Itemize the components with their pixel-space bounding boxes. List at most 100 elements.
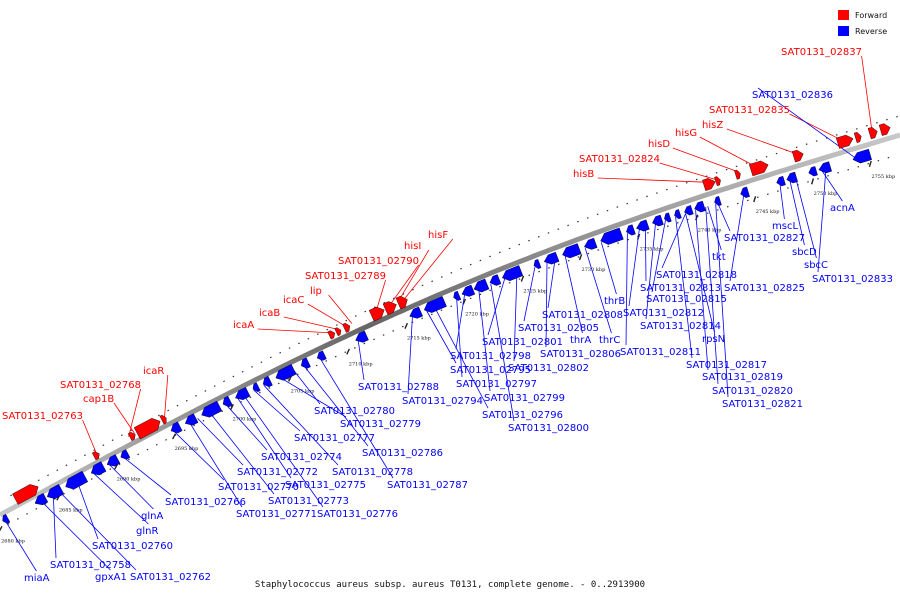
leader-line — [253, 389, 301, 432]
leader-line — [128, 388, 141, 437]
gene-label: SAT0131_02813 — [640, 283, 721, 294]
gene-label: gpxA1 — [95, 572, 127, 583]
axis-tick-mark — [346, 348, 350, 355]
dotted-guide-lines — [0, 115, 900, 530]
reverse-gene-arrow — [626, 224, 636, 236]
leader-line — [513, 273, 518, 362]
leader-line — [789, 113, 843, 141]
reverse-gene-arrow — [674, 209, 682, 220]
leader-line — [779, 183, 785, 220]
forward-gene-arrow — [127, 431, 136, 441]
leader-line — [243, 394, 324, 508]
axis-tick-label: 2715 kbp — [407, 336, 431, 342]
gene-label: thrB — [604, 296, 625, 307]
legend-forward-swatch — [838, 10, 849, 20]
gene-label: SAT0131_02763 — [2, 411, 83, 422]
gene-label: SAT0131_02787 — [387, 480, 468, 491]
leader-line — [388, 264, 419, 307]
gene-label: SAT0131_02818 — [656, 270, 737, 281]
leader-line — [726, 128, 798, 155]
leader-line — [564, 255, 583, 334]
reverse-gene-arrow — [2, 513, 11, 524]
reverse-gene-arrow — [502, 265, 524, 282]
forward-gene-arrow — [853, 131, 862, 143]
reverse-gene-arrow — [235, 387, 251, 401]
gene-label: glnR — [136, 526, 158, 537]
leader-line — [861, 55, 873, 132]
reverse-gene-arrow — [262, 375, 273, 388]
reverse-gene-arrow — [34, 493, 49, 506]
leader-line — [93, 472, 149, 525]
axis-tick-label: 2735 kbp — [640, 247, 664, 253]
leader-line — [547, 259, 556, 309]
gene-label: SAT0131_02799 — [484, 393, 565, 404]
leader-line — [41, 500, 111, 571]
reverse-gene-arrow — [65, 470, 89, 490]
reverse-gene-arrow — [740, 186, 750, 198]
gene-label: SAT0131_02817 — [686, 360, 767, 371]
axis-tick-label: 2680 kbp — [1, 539, 25, 545]
leader-line — [675, 216, 693, 359]
leader-line — [715, 203, 729, 398]
reverse-gene-arrow — [90, 461, 107, 476]
leader-line — [293, 370, 321, 405]
gene-label: hisG — [675, 128, 697, 139]
reverse-gene-arrow — [46, 484, 65, 499]
leader-line — [434, 306, 489, 409]
label-leader-lines — [4, 55, 873, 572]
forward-gene-arrow — [702, 178, 716, 191]
forward-gene-arrow — [334, 327, 342, 337]
reverse-gene-arrow — [316, 350, 327, 361]
reverse-gene-arrow — [818, 161, 832, 174]
forward-gene-arrow — [878, 123, 891, 136]
leader-line — [645, 226, 647, 282]
reverse-gene-arrow — [222, 395, 233, 408]
gene-label: SAT0131_02777 — [294, 433, 375, 444]
gene-label: SAT0131_02775 — [285, 480, 366, 491]
gene-label: SAT0131_02760 — [92, 541, 173, 552]
reverse-gene-arrow — [543, 251, 560, 265]
gene-label: SAT0131_02758 — [50, 560, 131, 571]
leader-line — [237, 397, 292, 479]
gene-label: thrA — [570, 335, 591, 346]
leader-line — [651, 220, 666, 293]
gene-label: SAT0131_02796 — [482, 410, 563, 421]
reverse-gene-arrow — [664, 212, 672, 223]
gene-label: acnA — [830, 203, 855, 214]
reverse-gene-arrow — [106, 454, 121, 467]
gene-label: SAT0131_02825 — [724, 283, 805, 294]
leader-line — [4, 520, 37, 572]
reverse-gene-arrow — [636, 219, 650, 232]
leader-line — [729, 194, 745, 282]
leader-line — [661, 213, 686, 269]
leader-line — [699, 136, 757, 168]
leader-line — [77, 481, 99, 540]
leader-line — [456, 297, 463, 378]
axis-tick-label: 2685 kbp — [59, 507, 83, 513]
gene-label: hisI — [404, 241, 421, 252]
gene-label: SAT0131_02815 — [646, 294, 727, 305]
leader-line — [487, 278, 506, 336]
forward-gene-arrow — [867, 126, 878, 140]
gene-label: SAT0131_02786 — [362, 448, 443, 459]
legend-reverse-swatch — [838, 26, 849, 36]
leader-line — [817, 169, 827, 273]
leader-line — [52, 494, 57, 559]
gene-label: SAT0131_02820 — [712, 386, 793, 397]
reverse-gene-arrow — [252, 382, 261, 393]
axis-ticks: 2680 kbp 2685 kbp 2690 kbp 2695 kbp 2700 kbp… — [0, 160, 895, 545]
upper-dotted-track — [10, 115, 900, 497]
leader-line — [490, 283, 515, 422]
gene-label: SAT0131_02772 — [237, 467, 318, 478]
leader-line — [113, 402, 135, 434]
gene-label: SAT0131_02800 — [508, 423, 589, 434]
gene-label: SAT0131_02771 — [236, 509, 317, 520]
reverse-gene-arrow — [170, 421, 183, 434]
gene-label: SAT0131_02774 — [261, 452, 342, 463]
gene-label: SAT0131_02833 — [812, 274, 893, 285]
gene-label: tkt — [712, 252, 726, 263]
gene-label: lip — [310, 286, 322, 297]
gene-label: icaB — [259, 308, 280, 319]
leader-line — [197, 418, 244, 466]
